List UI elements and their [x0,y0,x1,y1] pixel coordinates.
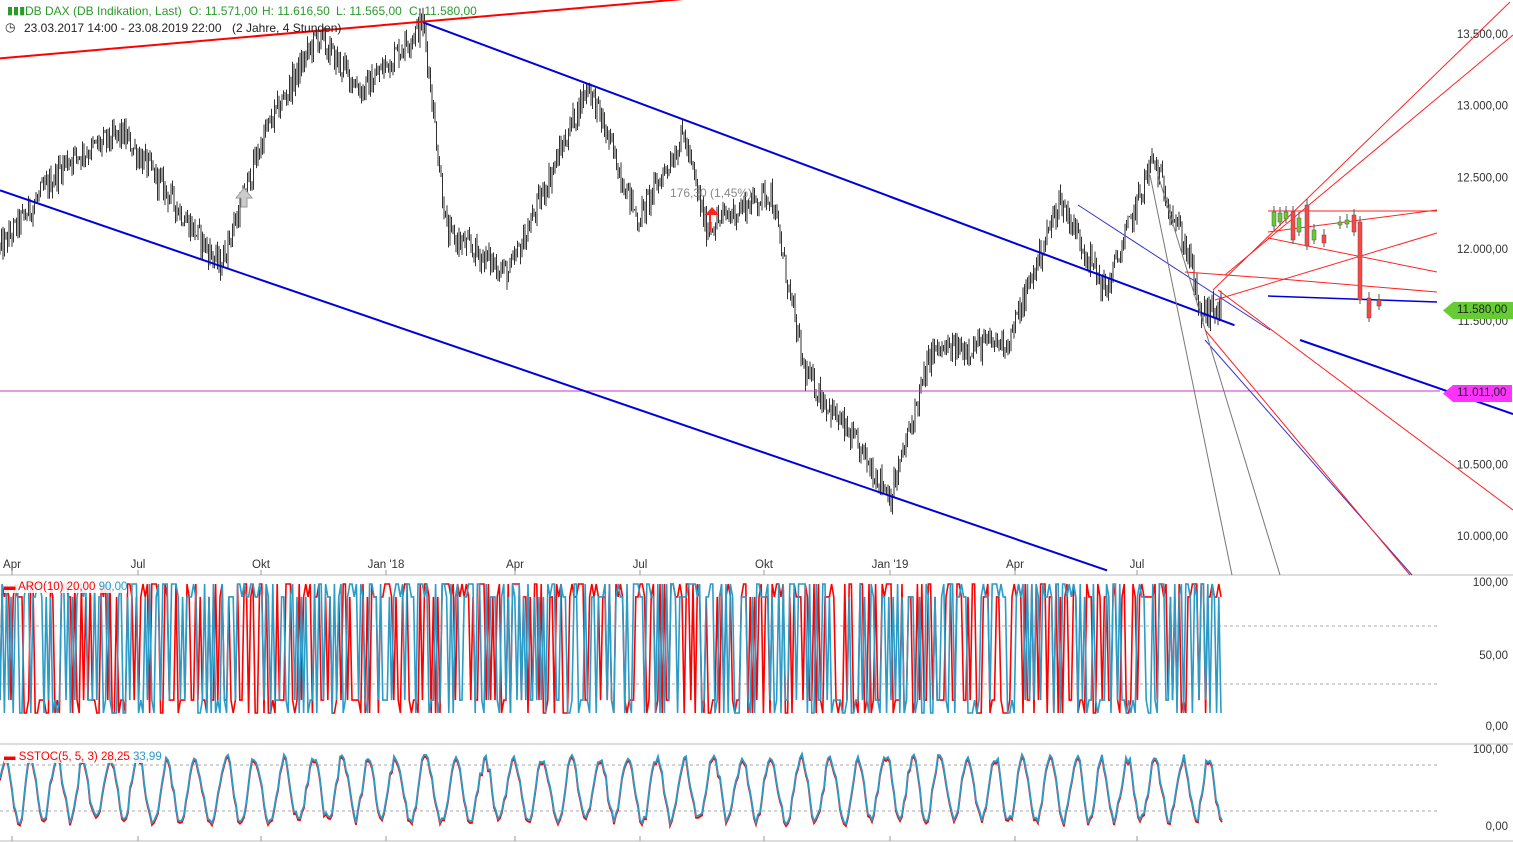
projection-candle [1337,221,1343,226]
price-series [0,7,1222,515]
projection-candle [1366,297,1372,319]
low-value: L: 11.565,00 [336,4,402,18]
price-change-annotation: 176,30 (1,45%) [670,186,753,200]
x-tick-label: Jul [1130,559,1145,571]
period-range: 23.03.2017 14:00 - 23.08.2019 22:00 [24,21,222,35]
level-price-tag: 11.011,00 [1443,385,1513,402]
x-tick-label: Apr [1006,559,1024,571]
trend-line [0,189,1108,572]
trend-line-thin [1077,204,1271,331]
aroon-tick-label: 50,00 [1479,650,1508,662]
projection-bars [1271,199,1382,322]
sstoc-k-value: 28,25 [100,751,130,763]
y-tick-label: 10.000,00 [1457,531,1508,543]
aroon-down-value: 90,00 [98,581,128,593]
projection-line [1217,289,1513,511]
projection-candle [1296,217,1302,233]
x-tick-label: Apr [506,559,524,571]
aroon-name: ARO(10) [18,581,64,593]
y-tick-label: 12.500,00 [1457,172,1508,184]
sstoc-tick-label: 100,00 [1473,744,1508,756]
fan-line [1157,174,1281,576]
aroon-color-swatch: ▬ [4,581,16,593]
projection-candle [1277,212,1283,223]
projection-candle [1290,211,1296,241]
last-price-tag: 11.580,00 [1443,302,1513,319]
x-tick-label: Okt [755,559,774,571]
trend-line [1299,339,1513,415]
projection-candle [1376,299,1382,307]
projection-line [1214,232,1438,301]
high-value: H: 11.616,50 [262,4,330,18]
aroon-down-line [0,583,1222,714]
sstoc-name: SSTOC(5, 5, 3) [18,751,98,763]
y-tick-label: 12.000,00 [1457,244,1508,256]
projection-line [1224,34,1513,276]
trend-line-thin [1267,295,1438,303]
chart-grid [0,574,1513,842]
x-tick-label: Jul [633,559,648,571]
projection-line [1184,271,1269,279]
y-tick-label: 13.000,00 [1457,101,1508,113]
chart-type-icon[interactable]: ▮▮▮ [7,5,26,17]
sstoc-tick-label: 0,00 [1486,821,1508,833]
projection-line [1267,277,1438,293]
projection-candle [1351,214,1357,233]
aroon-up-value: 20,00 [66,581,96,593]
projection-candle [1311,229,1317,241]
projection-line [1267,237,1438,273]
aroon-tick-label: 0,00 [1486,721,1508,733]
x-tick-label: Jul [131,559,146,571]
sstoc-color-swatch: ▬ [4,751,16,763]
x-tick-label: Jan '18 [368,559,405,571]
x-tick-label: Okt [252,559,271,571]
y-tick-label: 10.500,00 [1457,459,1508,471]
aroon-tick-label: 100,00 [1473,577,1508,589]
sstoc-d-line [0,751,1223,828]
instrument-name[interactable]: DB DAX (DB Indikation, Last) [25,4,182,18]
x-tick-label: Jan '19 [872,559,909,571]
projection-candle [1321,234,1327,244]
fan-line [1149,174,1233,576]
trendlines [0,0,1513,576]
projection-candle [1357,221,1363,301]
aroon-panel [0,583,1440,714]
open-value: O: 11.571,00 [189,4,258,18]
arrow-marker [705,207,719,215]
close-value: C: 11.580,00 [409,4,477,18]
projection-candle [1304,204,1310,247]
sstoc-panel [0,751,1440,830]
trend-line [0,0,684,60]
price-bars [0,7,1222,515]
axis-labels: 13.500,0013.000,0012.500,0012.000,0011.5… [3,29,1508,841]
x-tick-label: Apr [3,559,21,571]
clock-icon: ◷ [5,20,16,34]
sstoc-d-value: 33,99 [132,751,162,763]
projection-line [1212,1,1511,291]
projection-candle [1283,211,1289,220]
trend-line [423,21,1235,327]
y-tick-label: 13.500,00 [1457,29,1508,41]
projection-candle [1271,211,1277,227]
sstoc-legend[interactable]: ▬ SSTOC(5, 5, 3) 28,25 33,99 [4,751,162,763]
aroon-legend[interactable]: ▬ ARO(10) 20,00 90,00 [4,581,128,593]
projection-candle [1344,219,1350,225]
projection-line [1204,329,1411,576]
period-interval: (2 Jahre, 4 Stunden) [232,21,342,35]
up-arrow-icon [234,187,254,208]
